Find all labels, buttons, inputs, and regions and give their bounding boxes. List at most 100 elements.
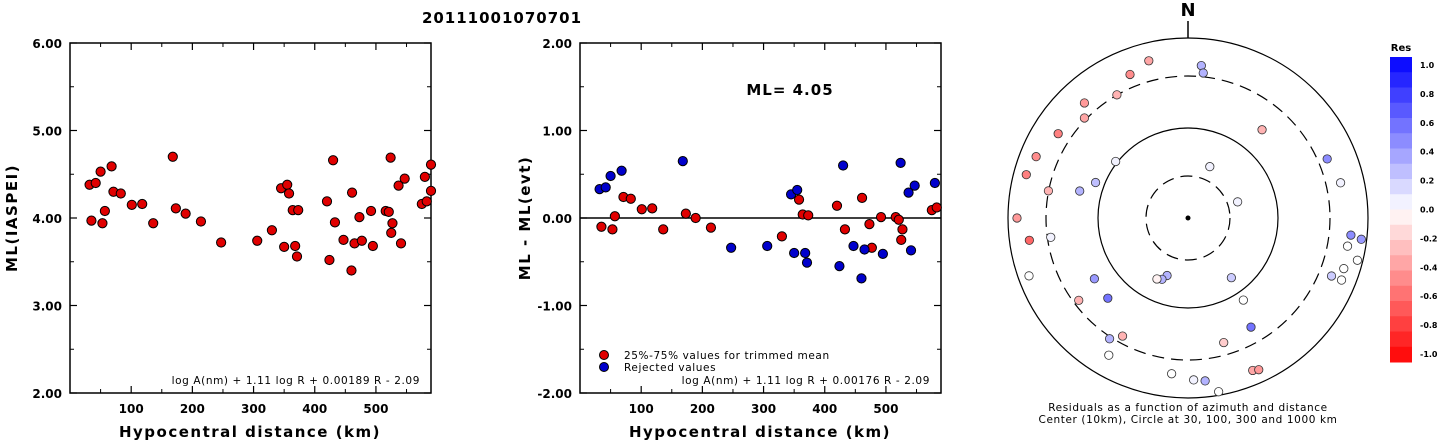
data-point <box>897 224 908 235</box>
station-point <box>1214 387 1224 397</box>
data-point <box>329 217 341 228</box>
colorbar-cell <box>1390 224 1412 241</box>
colorbar-tick-label: -1.0 <box>1420 350 1437 359</box>
legend-label-rejected: Rejected values <box>624 362 716 374</box>
colorbar-cell <box>1390 57 1412 73</box>
y-tick-label: 0.00 <box>542 212 572 226</box>
data-point <box>383 206 394 217</box>
data-point <box>893 214 904 225</box>
formula-label: log A(nm) + 1.11 log R + 0.00189 R - 2.0… <box>172 375 420 387</box>
colorbar-tick-label: 1.0 <box>1420 61 1435 70</box>
data-point <box>903 187 914 198</box>
center-point <box>1185 215 1191 221</box>
data-point <box>90 177 101 189</box>
data-point <box>875 212 887 223</box>
station-point <box>1226 273 1236 283</box>
station-point <box>1090 177 1101 188</box>
data-point <box>137 198 148 210</box>
axis-ticks: 100 200 300 400 500 -2.00 -1.00 0.00 1.00 2.00 <box>537 37 941 416</box>
station-point <box>1246 322 1256 332</box>
station-point <box>1024 235 1034 245</box>
x-axis-label: Hypocentral distance (km) <box>119 423 381 441</box>
data-point <box>282 179 293 190</box>
data-point <box>848 240 859 252</box>
data-point <box>126 199 137 210</box>
distance-ring-30km <box>1145 175 1231 261</box>
data-point <box>789 247 800 259</box>
distance-ring-100km <box>1097 127 1279 309</box>
station-point <box>1356 234 1366 244</box>
data-point <box>395 238 407 249</box>
colorbar-tick-label: 0.6 <box>1420 119 1435 128</box>
x-tick-label: 100 <box>629 402 654 416</box>
colorbar-cell <box>1390 270 1412 287</box>
y-tick-label: -2.00 <box>537 387 572 401</box>
data-point <box>386 227 397 238</box>
y-tick-label: 2.00 <box>32 387 62 401</box>
x-tick-label: 200 <box>690 402 715 416</box>
data-point <box>95 166 106 177</box>
colorbar-cell <box>1390 102 1412 119</box>
x-tick-label: 400 <box>302 402 327 416</box>
y-axis-label: ML - ML(evt) <box>516 156 534 280</box>
station-point <box>1326 271 1337 281</box>
data-point <box>609 211 620 222</box>
data-point <box>291 251 303 262</box>
station-point <box>1198 68 1208 78</box>
station-point <box>1111 156 1121 167</box>
data-point <box>856 273 867 284</box>
station-point <box>1200 376 1210 386</box>
colorbar-cell <box>1390 87 1412 104</box>
colorbar-ticks: 1.0 0.8 0.6 0.4 0.2 0.0 -0.2 -0.4 -0.6 -0.8 -1.0 <box>1420 61 1437 359</box>
data-point <box>680 208 691 219</box>
colorbar-cell <box>1390 72 1412 88</box>
data-point <box>283 188 295 199</box>
data-point <box>607 224 618 235</box>
data-points <box>594 156 942 284</box>
data-point <box>252 235 263 246</box>
x-tick-label: 500 <box>873 402 898 416</box>
station-point <box>1189 375 1199 385</box>
data-point <box>864 219 875 230</box>
station-point <box>1152 274 1162 284</box>
y-tick-label: 2.00 <box>542 37 572 51</box>
data-point <box>801 257 813 268</box>
colorbar-cell <box>1390 133 1412 149</box>
data-point <box>170 203 181 214</box>
colorbar-cell <box>1390 148 1412 165</box>
station-point <box>1346 230 1356 240</box>
station-point <box>1089 274 1100 284</box>
data-point <box>793 194 805 205</box>
station-point <box>1104 350 1114 360</box>
x-tick-label: 500 <box>363 402 388 416</box>
station-point <box>1238 295 1248 305</box>
data-point <box>365 205 377 217</box>
y-tick-label: 5.00 <box>32 125 62 139</box>
colorbar-cell <box>1390 118 1412 134</box>
station-point <box>1125 69 1135 80</box>
data-point <box>425 159 437 170</box>
station-point <box>1021 170 1031 180</box>
data-point <box>931 202 942 213</box>
legend-marker-trimmed <box>599 350 609 360</box>
station-point <box>1336 275 1347 285</box>
data-point <box>367 240 378 252</box>
data-point <box>393 180 404 191</box>
plot-frame <box>69 42 432 394</box>
station-point <box>1104 334 1115 344</box>
data-point <box>346 265 357 276</box>
data-point <box>616 165 627 176</box>
colorbar-cell <box>1390 194 1412 210</box>
colorbar-tick-label: -0.8 <box>1420 321 1437 330</box>
legend: 25%-75% values for trimmed mean Rejected… <box>599 350 829 374</box>
y-tick-label: 4.00 <box>32 212 62 226</box>
station-point <box>1257 125 1267 135</box>
colorbar-cell <box>1390 316 1412 332</box>
data-point <box>106 161 117 172</box>
caption-line-1: Residuals as a function of azimuth and d… <box>1048 402 1328 414</box>
colorbar-tick-label: 0.8 <box>1420 90 1435 99</box>
data-point <box>776 231 788 242</box>
data-point <box>387 218 398 229</box>
